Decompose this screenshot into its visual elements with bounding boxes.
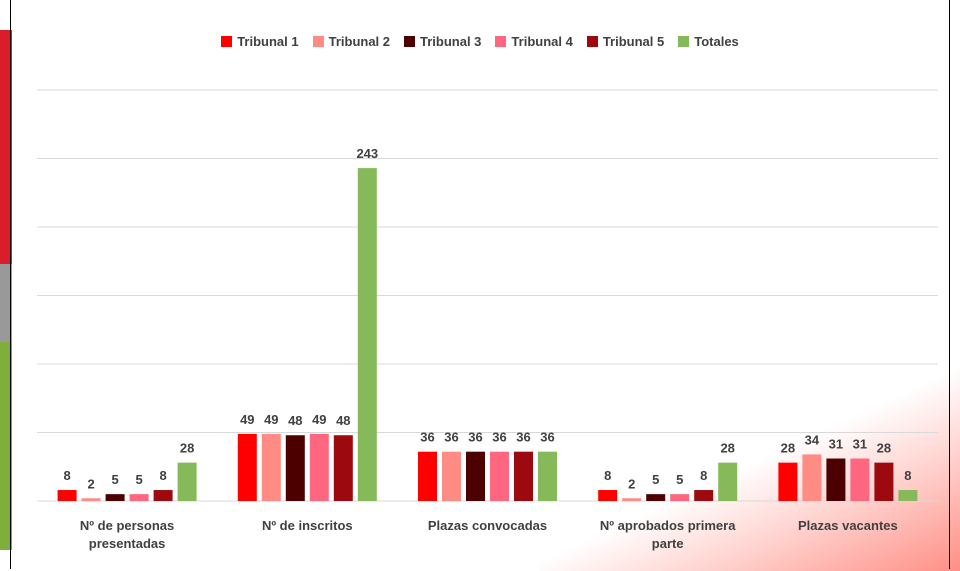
data-label: 31	[829, 437, 843, 452]
data-label: 36	[492, 430, 506, 445]
bar	[598, 490, 617, 501]
bar	[418, 452, 437, 501]
bar	[58, 490, 77, 501]
data-label: 36	[468, 430, 482, 445]
bar	[466, 452, 485, 501]
data-label: 2	[628, 476, 635, 491]
bar	[262, 434, 281, 501]
legend-label: Tribunal 2	[329, 34, 390, 49]
data-label: 36	[516, 430, 530, 445]
data-label: 36	[444, 430, 458, 445]
data-label: 5	[135, 472, 142, 487]
data-label: 49	[240, 412, 254, 427]
x-tick-label: Nº aprobados primera parte	[593, 517, 743, 553]
legend-item: Tribunal 1	[221, 34, 298, 49]
bar	[514, 452, 533, 501]
bar	[154, 490, 173, 501]
data-label: 48	[336, 413, 350, 428]
bar	[694, 490, 713, 501]
legend-label: Tribunal 1	[237, 34, 298, 49]
legend-item: Totales	[678, 34, 739, 49]
legend-swatch	[221, 36, 232, 47]
data-label: 5	[111, 472, 118, 487]
data-label: 8	[63, 468, 70, 483]
data-label: 5	[652, 472, 659, 487]
data-label: 49	[312, 412, 326, 427]
data-label: 8	[604, 468, 611, 483]
bar	[778, 463, 797, 501]
legend-swatch	[678, 36, 689, 47]
bar	[106, 494, 125, 501]
data-label: 28	[720, 441, 734, 456]
bar	[310, 434, 329, 501]
data-label: 8	[904, 468, 911, 483]
x-tick-label: Plazas convocadas	[413, 517, 563, 535]
legend-item: Tribunal 5	[587, 34, 664, 49]
legend-label: Tribunal 5	[603, 34, 664, 49]
bar	[178, 463, 197, 501]
bar	[130, 494, 149, 501]
legend-item: Tribunal 3	[404, 34, 481, 49]
legend-label: Tribunal 3	[420, 34, 481, 49]
chart: 8 2 5 5 8 28 49 49 48 49 48 243 36 36 36 36 36 36 8 2 5 5 8 28 2…	[0, 0, 960, 571]
data-label: 34	[805, 432, 820, 447]
bar	[286, 435, 305, 501]
bar	[718, 463, 737, 501]
bar	[850, 459, 869, 501]
data-label: 28	[877, 441, 891, 456]
bar	[622, 498, 641, 501]
data-label: 48	[288, 413, 302, 428]
data-label: 8	[700, 468, 707, 483]
legend-swatch	[495, 36, 506, 47]
legend-swatch	[587, 36, 598, 47]
legend: Tribunal 1 Tribunal 2 Tribunal 3 Tribunal 4…	[0, 34, 960, 49]
bar	[802, 454, 821, 501]
data-label: 5	[676, 472, 683, 487]
bar	[442, 452, 461, 501]
data-label: 28	[180, 441, 194, 456]
data-label: 243	[356, 146, 378, 161]
legend-swatch	[404, 36, 415, 47]
bar	[538, 452, 557, 501]
bar	[334, 435, 353, 501]
legend-label: Tribunal 4	[511, 34, 572, 49]
data-label: 8	[159, 468, 166, 483]
bar	[238, 434, 257, 501]
x-tick-label: Plazas vacantes	[773, 517, 923, 535]
bar	[646, 494, 665, 501]
data-label: 49	[264, 412, 278, 427]
page: 8 2 5 5 8 28 49 49 48 49 48 243 36 36 36 36 36 36 8 2 5 5 8 28 2…	[0, 0, 960, 571]
bar	[826, 459, 845, 501]
legend-item: Tribunal 4	[495, 34, 572, 49]
data-label: 31	[853, 437, 867, 452]
legend-swatch	[313, 36, 324, 47]
x-tick-label: Nº de personas presentadas	[52, 517, 202, 553]
bar	[82, 498, 101, 501]
data-label: 28	[781, 441, 795, 456]
bar	[898, 490, 917, 501]
data-label: 36	[540, 430, 554, 445]
bar	[490, 452, 509, 501]
bar	[874, 463, 893, 501]
x-tick-label: Nº de inscritos	[232, 517, 382, 535]
legend-item: Tribunal 2	[313, 34, 390, 49]
chart-frame: 8 2 5 5 8 28 49 49 48 49 48 243 36 36 36 36 36 36 8 2 5 5 8 28 2…	[0, 0, 960, 571]
bar	[358, 168, 377, 501]
data-label: 2	[87, 476, 94, 491]
bar	[670, 494, 689, 501]
data-label: 36	[420, 430, 434, 445]
legend-label: Totales	[694, 34, 739, 49]
